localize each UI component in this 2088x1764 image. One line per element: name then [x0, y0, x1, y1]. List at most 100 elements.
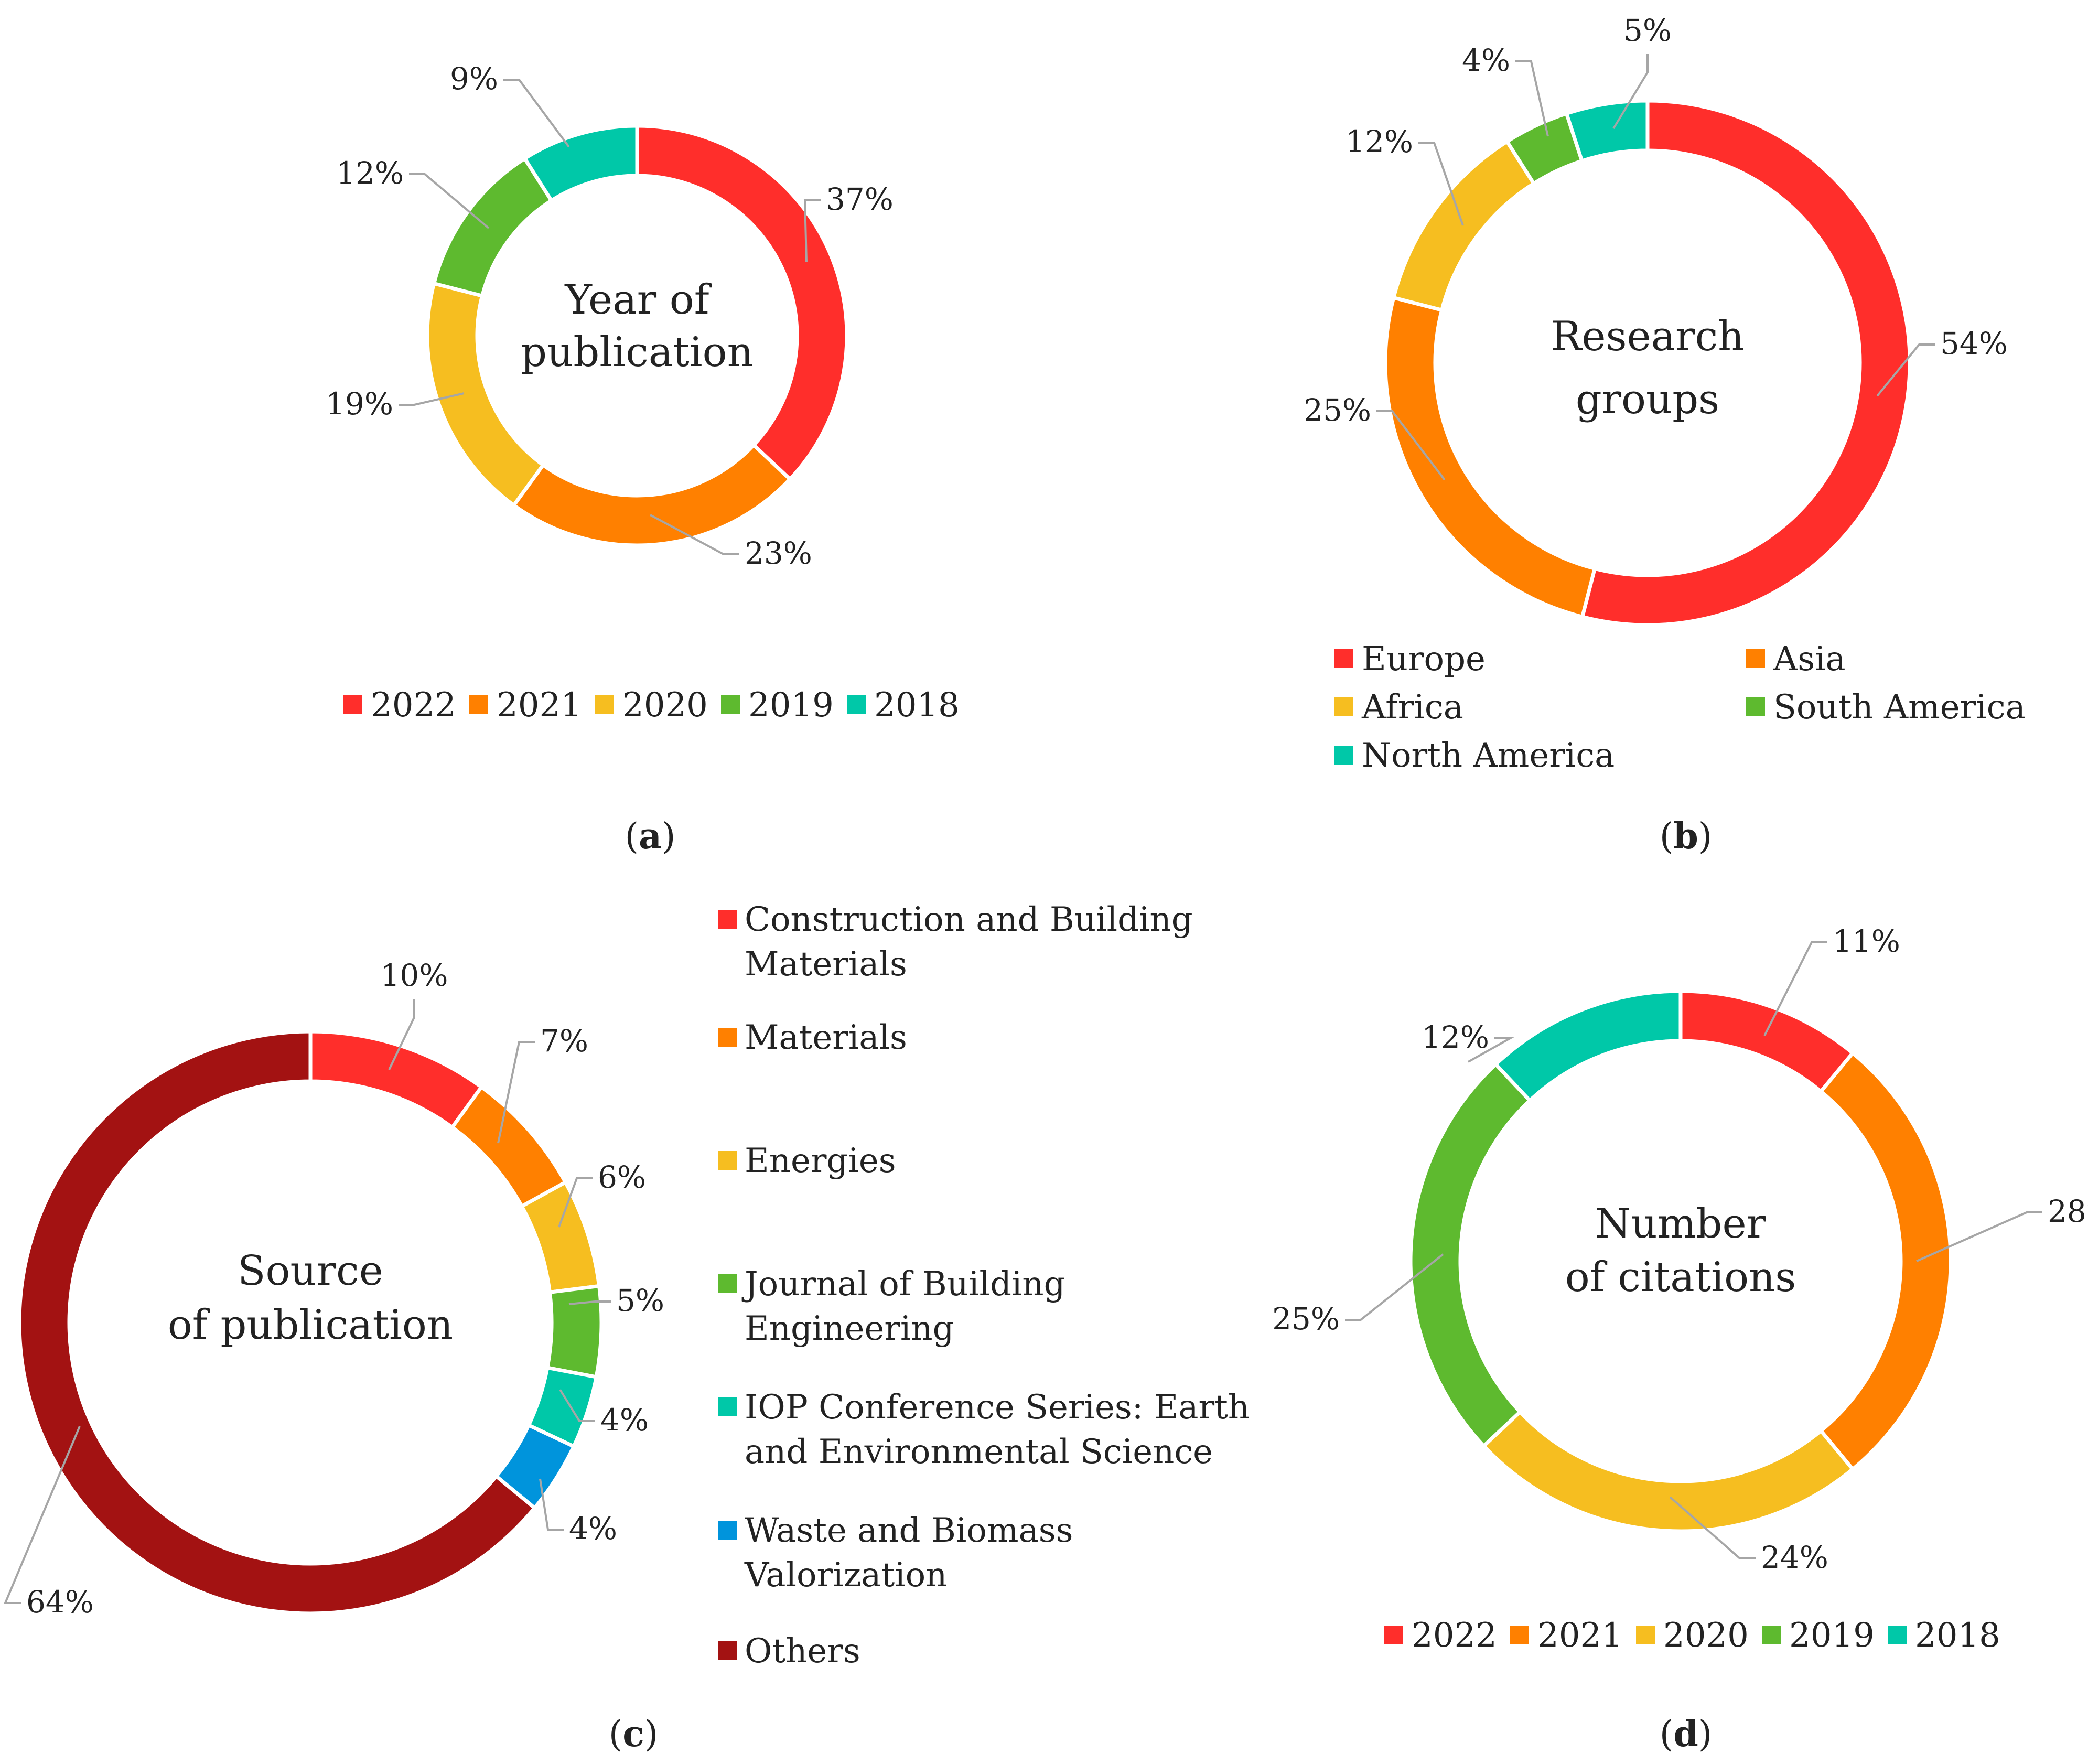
caption-close: )	[644, 1714, 659, 1755]
data-label: 10%	[381, 958, 448, 993]
leader-line	[1376, 410, 1446, 481]
slice-a-2022	[635, 124, 849, 482]
legend-swatch	[1334, 746, 1353, 765]
donut-chart-d: Number of citations 11% 28% 24% 25% 12% (d)	[1272, 923, 2088, 1755]
slice-a-2019	[432, 156, 554, 298]
leader-line	[1916, 1211, 2042, 1262]
data-label: 54%	[1940, 326, 2008, 361]
data-label: 37%	[826, 181, 894, 217]
data-label: 12%	[1346, 124, 1413, 159]
legend-label: Energies	[745, 1142, 896, 1180]
leader-line	[559, 1389, 595, 1422]
leader-line	[1345, 1253, 1444, 1321]
legend-item-c: Others	[718, 1632, 860, 1671]
caption-letter: c	[622, 1713, 644, 1755]
slice-d-2022	[1678, 989, 1856, 1094]
slice-a-2018	[522, 124, 639, 203]
legend-swatch	[1746, 697, 1765, 716]
legend-item-b: South America	[1746, 688, 2026, 727]
legend-item-b: Europe	[1334, 640, 1486, 679]
leader-line	[1418, 142, 1464, 226]
leader-line	[497, 1041, 535, 1144]
caption-open: (	[625, 816, 639, 857]
slice-a-2020	[425, 281, 546, 508]
legend-swatch	[595, 695, 614, 714]
data-label: 23%	[745, 535, 812, 571]
legend-item-c: Materials	[718, 1018, 907, 1057]
legend-swatch	[1334, 649, 1353, 668]
slice-c-construction-and-building-materials	[308, 1029, 485, 1130]
slice-c-journal-of-building-engineering	[545, 1284, 604, 1380]
legend-label: and Environmental Science	[745, 1433, 1213, 1471]
data-label: 12%	[336, 155, 404, 191]
legend-swatch	[718, 1151, 737, 1170]
panel-caption-a: (a)	[625, 815, 675, 857]
donut-chart-b: Research groups 54% 25% 12% 4% 5% (b)	[1304, 13, 2008, 857]
caption-open: (	[609, 1714, 623, 1755]
leader-line	[388, 999, 415, 1070]
legend-item-b: Asia	[1746, 640, 1846, 679]
legend-item-d: 2018	[1888, 1616, 2000, 1655]
leader-line	[1468, 1037, 1514, 1063]
legend-swatch	[1888, 1626, 1907, 1644]
data-label: 9%	[450, 61, 498, 96]
leader-line	[558, 1177, 593, 1228]
panel-caption-c: (c)	[609, 1713, 658, 1755]
leader-line	[1612, 54, 1649, 130]
caption-letter: a	[639, 815, 662, 857]
data-label: 5%	[1623, 13, 1672, 48]
slice-b-north-america	[1564, 99, 1650, 164]
legend-label: 2022	[371, 686, 456, 725]
data-label: 19%	[326, 386, 393, 422]
data-label: 7%	[540, 1023, 588, 1059]
legend-item-d: 2020	[1636, 1616, 1749, 1655]
legend-item-b: Africa	[1334, 688, 1463, 727]
data-label: 25%	[1272, 1301, 1340, 1337]
legend-label: Materials	[745, 945, 907, 984]
chart-title-b-line-1: Research	[1551, 313, 1745, 360]
legend-swatch	[469, 695, 488, 714]
legend-label: Materials	[745, 1018, 907, 1057]
legend-swatch	[1384, 1626, 1403, 1644]
caption-open: (	[1660, 816, 1674, 857]
data-label: 24%	[1761, 1540, 1828, 1575]
slice-b-africa	[1391, 139, 1536, 313]
leader-line	[803, 199, 821, 263]
legend-swatch	[718, 910, 737, 929]
slice-d-2019	[1408, 1061, 1533, 1449]
legend-label: 2021	[497, 686, 582, 725]
legend-item-c: Waste and Biomass Valorization	[718, 1511, 1073, 1595]
legend-item-a: 2020	[595, 686, 708, 725]
legend-swatch	[847, 695, 866, 714]
slice-d-2018	[1493, 989, 1683, 1103]
legend-item-d: 2021	[1510, 1616, 1623, 1655]
caption-letter: b	[1673, 815, 1698, 857]
legend-item-c: Journal of Building Engineering	[718, 1265, 1065, 1348]
leader-line	[650, 514, 739, 555]
legend-label: 2022	[1412, 1616, 1497, 1655]
donut-chart-c: Source of publication 10% 7% 6% 5% 4% 4% 64% (c)	[3, 958, 664, 1755]
caption-close: )	[1698, 1714, 1713, 1755]
legend-label: 2020	[1663, 1616, 1749, 1655]
legend-label: Journal of Building	[741, 1265, 1065, 1304]
legend-swatch	[1510, 1626, 1529, 1644]
legend-swatch	[718, 1641, 737, 1660]
legend-label: 2020	[622, 686, 708, 725]
donut-chart-a: Year of publication 37% 23% 19% 12% 9% (a)	[326, 61, 894, 857]
legend-swatch	[718, 1028, 737, 1047]
legend-swatch	[1746, 649, 1765, 668]
data-label: 5%	[616, 1283, 664, 1318]
legend-label: Europe	[1362, 640, 1486, 679]
leader-line	[568, 1300, 611, 1305]
legend-item-c: IOP Conference Series: Earth and Environm…	[718, 1388, 1250, 1471]
chart-title-d-line-1: Number	[1595, 1200, 1767, 1247]
legend-label: 2019	[1789, 1616, 1875, 1655]
legend-swatch	[721, 695, 740, 714]
slice-d-2020	[1481, 1409, 1856, 1533]
data-label: 4%	[1462, 42, 1510, 78]
legend-swatch	[718, 1397, 737, 1416]
legend-label: 2021	[1537, 1616, 1623, 1655]
caption-close: )	[1698, 816, 1713, 857]
caption-open: (	[1660, 1714, 1674, 1755]
